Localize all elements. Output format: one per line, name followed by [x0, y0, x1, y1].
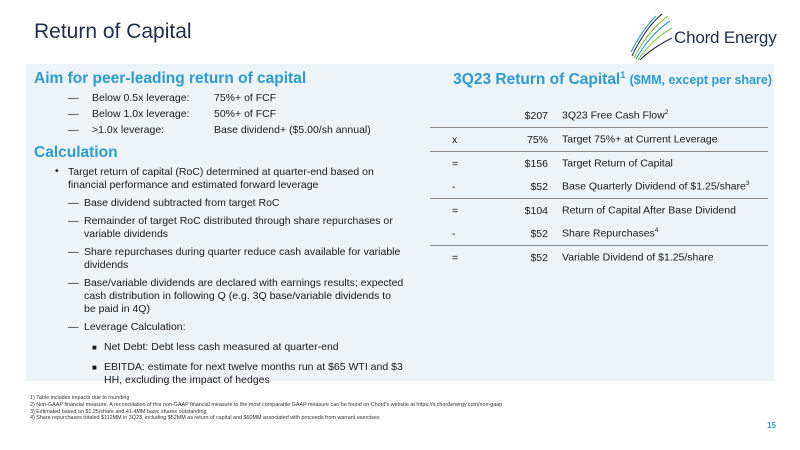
row-value: $52	[530, 251, 548, 264]
table-row: x 75% Target 75%+ at Current Leverage	[430, 127, 768, 152]
row-value: $52	[498, 222, 562, 246]
square-bullet-icon: ■	[92, 343, 97, 352]
footnote: 2) Non-GAAP financial measure. A reconci…	[30, 401, 503, 408]
aim-row: — Below 0.5x leverage: 75%+ of FCF	[34, 92, 404, 108]
row-footnote: 4	[654, 227, 659, 235]
row-operator	[430, 104, 498, 128]
row-label: Target Return of Capital	[562, 152, 768, 176]
aim-value: 50%+ of FCF	[214, 108, 277, 120]
dash-marker: —	[68, 124, 79, 136]
bullet-marker: •	[55, 165, 59, 177]
footnote: 4) Share repurchases totaled $112MM in 3…	[30, 415, 380, 422]
aim-label: Below 1.0x leverage:	[92, 108, 190, 120]
sub-sub-bullet: ■ Net Debt: Debt less cash measured at q…	[34, 341, 404, 354]
row-label: Share Repurchases4	[562, 222, 768, 246]
main-bullet: • Target return of capital (RoC) determi…	[34, 165, 404, 192]
dash-marker: —	[68, 108, 79, 120]
sub-bullet-text: Leverage Calculation:	[84, 321, 186, 333]
row-label-text: Target Return of Capital	[562, 157, 673, 170]
row-value: $156	[524, 157, 548, 170]
table-row: = $156 Target Return of Capital	[430, 152, 768, 176]
row-operator: x	[430, 127, 498, 152]
logo-text: Chord Energy	[674, 28, 777, 47]
table-row: $207 3Q23 Free Cash Flow2	[430, 104, 768, 128]
row-label: Target 75%+ at Current Leverage	[562, 127, 768, 152]
chord-energy-logo: Chord Energy	[628, 12, 778, 62]
roc-title-unit: ($MM, except per share)	[629, 73, 772, 88]
row-label-text: Target 75%+ at Current Leverage	[562, 133, 718, 146]
footnote: 1) Table includes impacts due to roundin…	[30, 395, 130, 401]
row-value: $207	[498, 104, 562, 128]
dash-marker: —	[68, 92, 79, 104]
row-label: Base Quarterly Dividend of $1.25/share3	[562, 175, 768, 199]
aim-heading: Aim for peer-leading return of capital	[34, 70, 307, 87]
sub-bullet: — Base dividend subtracted from target R…	[34, 197, 404, 210]
page-title: Return of Capital	[34, 20, 192, 43]
row-value: 75%	[498, 127, 562, 152]
dash-marker: —	[68, 321, 79, 333]
row-label: Return of Capital After Base Dividend	[562, 199, 768, 223]
dash-marker: —	[68, 215, 79, 227]
aim-row: — Below 1.0x leverage: 50%+ of FCF	[34, 108, 404, 124]
row-operator: =	[452, 251, 459, 264]
sub-sub-bullet-text: EBITDA: estimate for next twelve months …	[104, 361, 403, 386]
square-bullet-icon: ■	[92, 363, 97, 372]
dash-marker: —	[68, 246, 79, 258]
row-label-text: Share Repurchases	[562, 227, 655, 240]
table-row: = $104 Return of Capital After Base Divi…	[430, 199, 768, 223]
sub-sub-bullet-text: Net Debt: Debt less cash measured at qua…	[104, 341, 339, 353]
row-footnote: 2	[664, 109, 669, 117]
footnote: 3) Estimated based on $1.25/share and 41…	[30, 408, 207, 415]
row-value: $104	[524, 204, 548, 217]
sub-bullet: — Base/variable dividends are declared w…	[34, 277, 404, 316]
sub-bullet-text: Base dividend subtracted from target RoC	[84, 197, 280, 209]
sub-bullet: — Leverage Calculation:	[34, 321, 404, 334]
main-bullet-text: Target return of capital (RoC) determine…	[68, 166, 374, 191]
roc-table: $207 3Q23 Free Cash Flow2 x 75% Target 7…	[430, 104, 768, 269]
row-operator: -	[430, 175, 498, 199]
dash-marker: —	[68, 197, 79, 209]
row-operator: =	[452, 157, 459, 170]
dash-marker: —	[68, 277, 79, 289]
row-footnote: 3	[745, 180, 750, 188]
sub-bullet-text: Base/variable dividends are declared wit…	[84, 277, 404, 315]
row-label: 3Q23 Free Cash Flow2	[562, 104, 768, 128]
roc-table-title: 3Q23 Return of Capital1 ($MM, except per…	[428, 70, 772, 89]
sub-bullet: — Share repurchases during quarter reduc…	[34, 246, 404, 272]
row-value: $52	[498, 175, 562, 199]
aim-value: 75%+ of FCF	[214, 92, 277, 104]
row-label-text: Variable Dividend of $1.25/share	[562, 251, 714, 264]
page-number: 15	[767, 421, 776, 430]
left-column: Aim for peer-leading return of capital —…	[34, 70, 404, 387]
chord-energy-logo-icon	[630, 13, 673, 61]
footnotes: 1) Table includes impacts due to roundin…	[30, 395, 502, 422]
row-label-text: Return of Capital After Base Dividend	[562, 204, 736, 217]
row-operator: =	[452, 204, 459, 217]
roc-title-footnote: 1	[620, 70, 626, 80]
row-label-text: 3Q23 Free Cash Flow	[562, 109, 665, 122]
sub-bullet: — Remainder of target RoC distributed th…	[34, 215, 404, 241]
roc-title-main: 3Q23 Return of Capital	[453, 71, 621, 89]
calculation-heading: Calculation	[34, 144, 118, 161]
row-operator: -	[430, 222, 498, 246]
aim-label: Below 0.5x leverage:	[92, 92, 190, 104]
row-label-text: Base Quarterly Dividend of $1.25/share	[562, 180, 746, 193]
table-row: = $52 Variable Dividend of $1.25/share	[430, 246, 768, 270]
table-row: - $52 Share Repurchases4	[430, 222, 768, 246]
aim-label: >1.0x leverage:	[92, 124, 165, 136]
table-row: - $52 Base Quarterly Dividend of $1.25/s…	[430, 175, 768, 199]
sub-bullet-text: Share repurchases during quarter reduce …	[84, 246, 401, 271]
sub-sub-bullet: ■ EBITDA: estimate for next twelve month…	[34, 361, 404, 387]
row-label: Variable Dividend of $1.25/share	[562, 246, 768, 270]
aim-row: — >1.0x leverage: Base dividend+ ($5.00/…	[34, 124, 404, 140]
sub-bullet-text: Remainder of target RoC distributed thro…	[84, 215, 393, 240]
aim-value: Base dividend+ ($5.00/sh annual)	[214, 124, 371, 136]
